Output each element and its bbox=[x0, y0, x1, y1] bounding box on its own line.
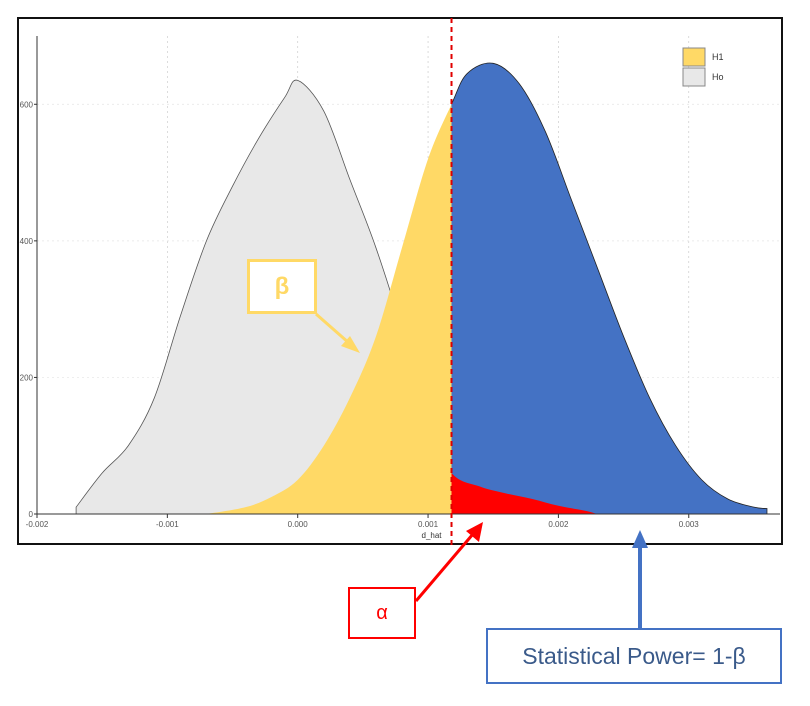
legend-swatch-ho bbox=[682, 67, 706, 87]
power-annotation: Statistical Power= 1-β bbox=[486, 628, 782, 684]
y-tick-label: 0 bbox=[29, 510, 34, 519]
beta-annotation: β bbox=[247, 259, 317, 314]
x-tick-label: 0.003 bbox=[679, 520, 700, 529]
legend-label-h1: H1 bbox=[712, 52, 724, 62]
legend-label-ho: Ho bbox=[712, 72, 724, 82]
beta-region bbox=[206, 104, 452, 514]
y-tick-label: 600 bbox=[20, 100, 34, 109]
legend-swatch-h1 bbox=[682, 47, 706, 67]
x-tick-label: -0.002 bbox=[26, 520, 49, 529]
alpha-annotation: α bbox=[348, 587, 416, 639]
x-axis-label: d_hat bbox=[422, 531, 443, 540]
beta-arrow-head bbox=[341, 336, 360, 353]
axis-ticks: -0.002 -0.001 0.000 0.001 0.002 0.003 0 200 400 6… bbox=[20, 100, 700, 529]
power-arrow-head bbox=[632, 530, 648, 548]
power-region bbox=[451, 62, 768, 515]
y-tick-label: 400 bbox=[20, 237, 34, 246]
y-tick-label: 200 bbox=[20, 373, 34, 382]
alpha-region bbox=[451, 473, 598, 514]
x-tick-label: 0.000 bbox=[288, 520, 309, 529]
annotation-arrows bbox=[315, 312, 648, 628]
alpha-arrow-head bbox=[466, 522, 483, 542]
x-tick-label: 0.001 bbox=[418, 520, 439, 529]
x-tick-label: -0.001 bbox=[156, 520, 179, 529]
legend: H1 Ho bbox=[682, 47, 724, 87]
beta-arrow-shaft bbox=[315, 312, 350, 345]
alpha-arrow-shaft bbox=[414, 533, 475, 602]
distribution-areas bbox=[75, 62, 768, 515]
x-tick-label: 0.002 bbox=[548, 520, 569, 529]
